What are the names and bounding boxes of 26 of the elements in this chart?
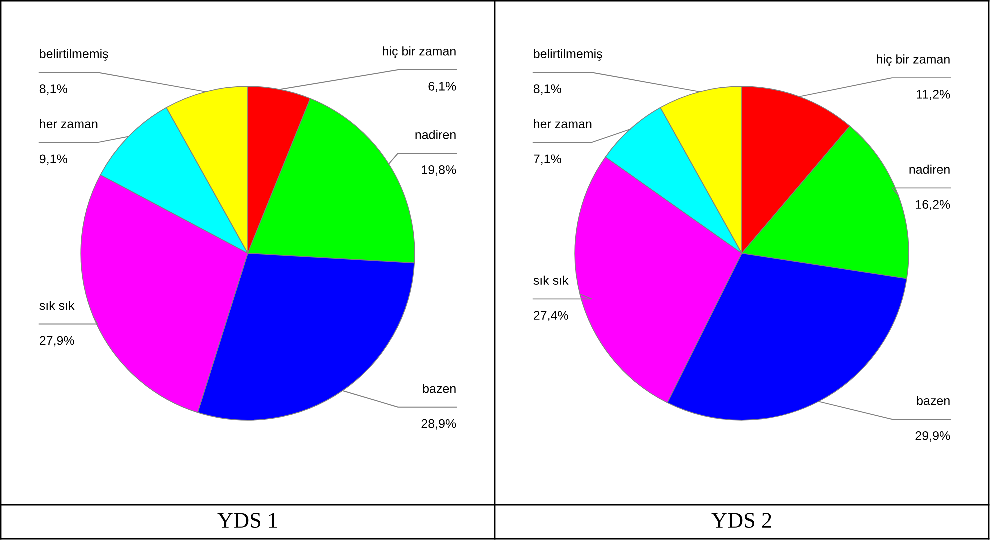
slice-label: belirtilmemiş	[40, 49, 108, 61]
data-label: 28,9%	[422, 419, 456, 430]
slice-label: her zaman	[534, 119, 592, 129]
data-label: 6,1%	[428, 82, 456, 92]
text: YDS 1	[218, 513, 278, 528]
data-label: 19,8%	[422, 166, 456, 176]
data-label: 7,1%	[534, 154, 562, 166]
slice-label: sık sık	[534, 276, 569, 286]
data-label: 27,9%	[40, 336, 74, 347]
data-label: 11,2%	[917, 90, 950, 100]
slice-label: hiç bir zaman	[383, 46, 456, 58]
slice-label: belirtilmemiş	[534, 49, 602, 61]
slice-label: hiç bir zaman	[877, 54, 950, 66]
slice-label: her zaman	[40, 119, 98, 129]
data-label: 27,4%	[534, 311, 568, 322]
data-label: 8,1%	[534, 84, 562, 95]
slice-label: sık sık	[40, 300, 75, 310]
slice-label: bazen	[423, 384, 456, 394]
slice-label: bazen	[917, 396, 950, 406]
text: YDS 2	[712, 513, 772, 528]
data-label: 9,1%	[40, 154, 68, 166]
data-label: 16,2%	[916, 200, 950, 211]
data-label: 29,9%	[916, 431, 950, 442]
data-label: 8,1%	[40, 84, 68, 95]
slice-label: nadiren	[910, 164, 950, 174]
slice-label: nadiren	[416, 130, 456, 140]
